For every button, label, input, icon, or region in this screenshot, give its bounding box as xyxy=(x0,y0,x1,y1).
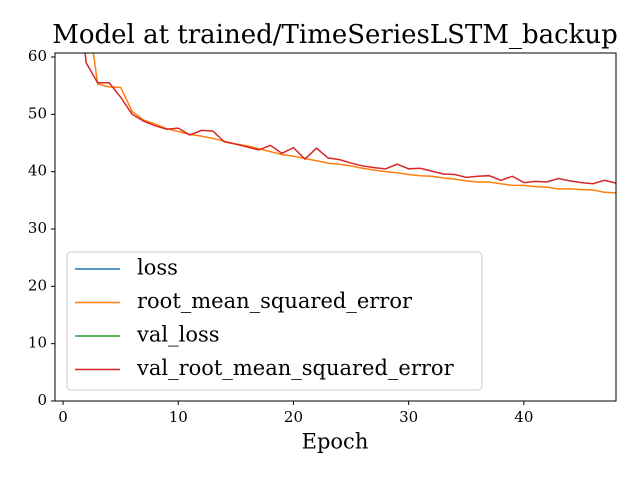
x-tick-label: 20 xyxy=(284,408,303,426)
x-tick-label: 0 xyxy=(58,408,68,426)
plot-frame xyxy=(54,52,617,402)
y-tick-label: 0 xyxy=(37,391,47,409)
series-line xyxy=(92,53,616,194)
y-tick-label: 50 xyxy=(28,104,47,122)
y-tick-label: 30 xyxy=(28,219,47,237)
chart-title: Model at trained/TimeSeriesLSTM_backup xyxy=(52,20,618,50)
legend-box xyxy=(66,251,483,391)
plot-lines xyxy=(84,53,616,194)
y-tick-label: 20 xyxy=(28,276,47,294)
legend-label: val_loss xyxy=(136,323,220,347)
series-line xyxy=(84,53,616,185)
legend-label: loss xyxy=(137,256,178,280)
y-tick-label: 10 xyxy=(28,334,47,352)
x-tick-label: 30 xyxy=(399,408,418,426)
y-tick-label: 60 xyxy=(28,47,47,65)
legend-label: val_root_mean_squared_error xyxy=(136,356,455,380)
x-tick-label: 40 xyxy=(514,408,533,426)
legend-label: root_mean_squared_error xyxy=(137,289,413,313)
y-tick-label: 40 xyxy=(28,162,47,180)
x-axis-label: Epoch xyxy=(302,430,369,454)
x-tick-label: 10 xyxy=(169,408,188,426)
